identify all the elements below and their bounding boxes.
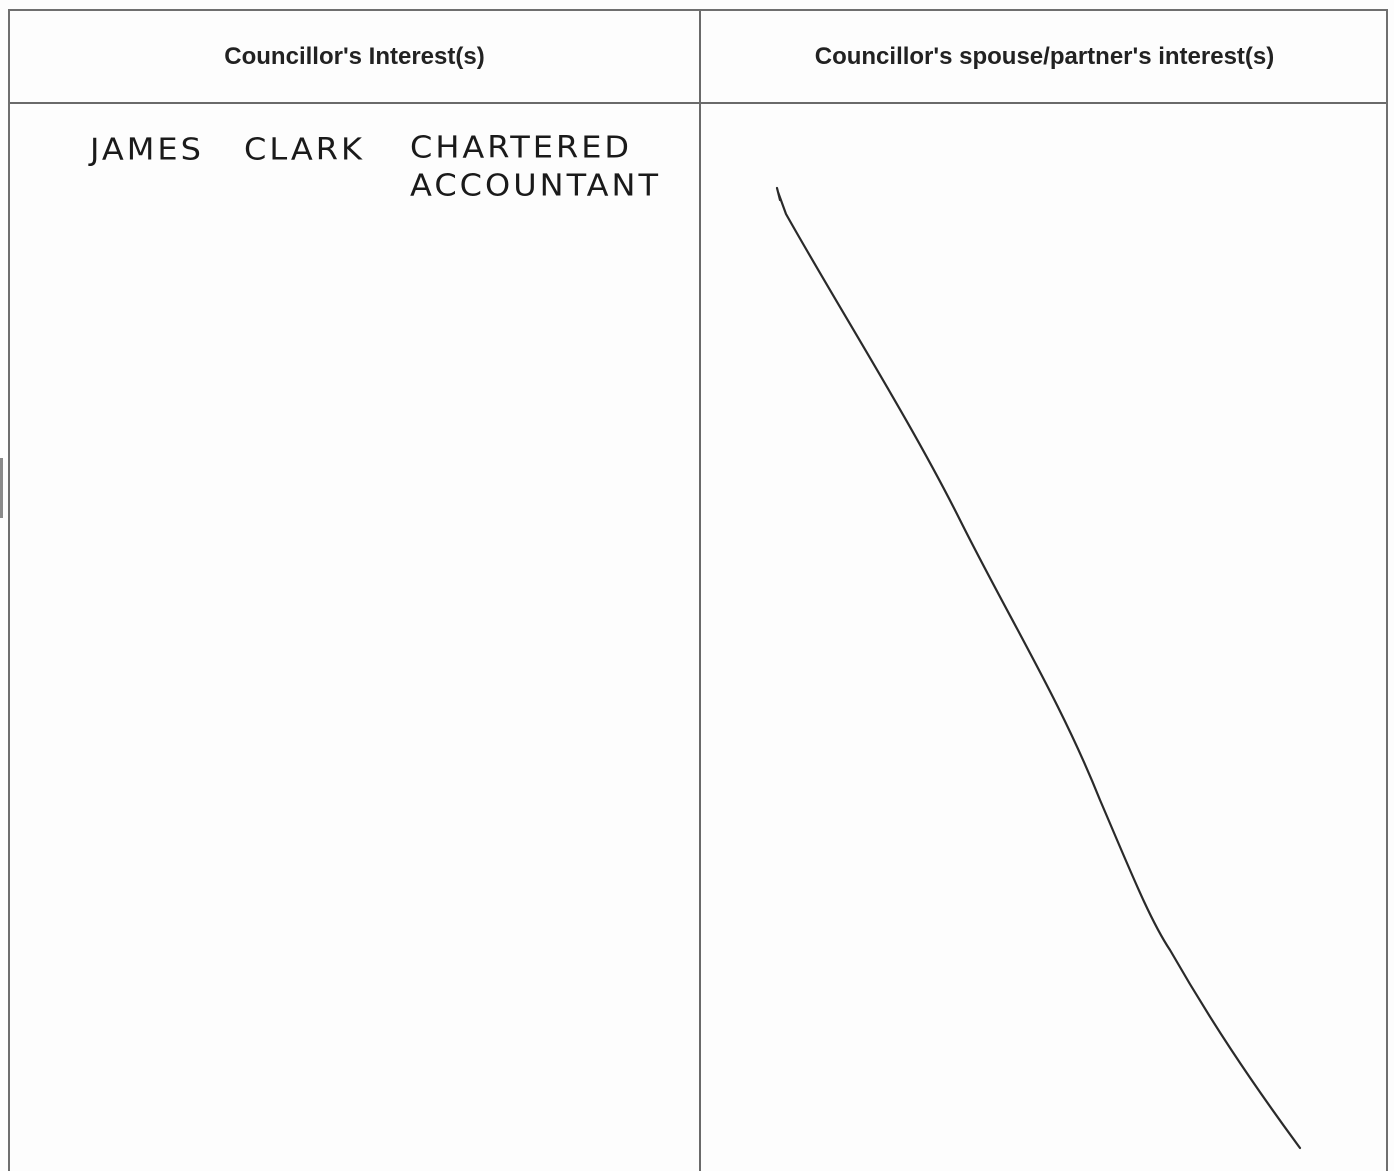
handwritten-first-name: JAMES	[90, 130, 204, 168]
handwritten-occupation-line1: CHARTERED	[410, 128, 633, 166]
handwritten-surname: CLARK	[244, 130, 366, 168]
councillor-interests-header: Councillor's Interest(s)	[224, 42, 485, 70]
handwritten-occupation-line2: ACCOUNTANT	[410, 166, 661, 204]
header-rule	[10, 102, 1386, 104]
interests-table: Councillor's Interest(s) Councillor's sp…	[8, 9, 1388, 1171]
column-divider	[699, 11, 701, 1171]
margin-tick	[0, 458, 3, 518]
spouse-interests-header: Councillor's spouse/partner's interest(s…	[814, 42, 1275, 70]
